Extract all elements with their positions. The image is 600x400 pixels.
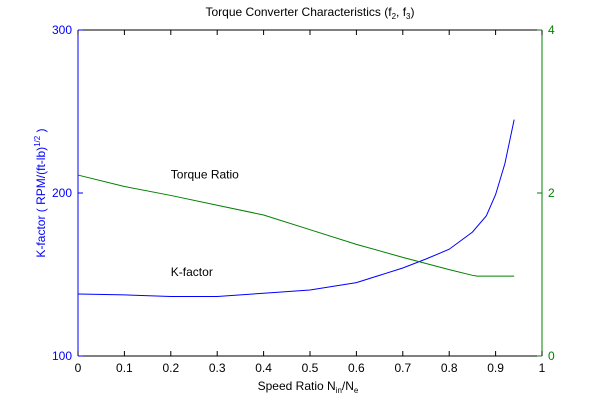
chart-title-end: ) [411,5,415,19]
y-right-tick-label: 2 [548,186,555,200]
y-left-tick-label: 100 [52,349,72,363]
y-axis-label-left-main: K-factor ( RPM/(ft-lb) [34,147,48,258]
annotation-k-factor: K-factor [171,265,213,279]
x-tick-label: 0.4 [255,361,272,375]
right-axis-ticks: 0 2 4 [537,23,555,363]
chart-title-sub1: 2 [392,12,397,21]
x-tick-label: 0.2 [162,361,179,375]
y-right-tick-label: 0 [548,349,555,363]
y-axis-label-left: K-factor ( RPM/(ft-lb)1/2 ) [33,128,48,257]
annotation-torque-ratio: Torque Ratio [171,167,239,181]
y-left-tick-label: 300 [52,23,72,37]
y-axis-label-left-sup: 1/2 [33,135,42,147]
chart-title-main: Torque Converter Characteristics (f [206,5,393,19]
x-axis-label-mid: /N [342,379,354,393]
plot-frame [78,30,542,356]
x-tick-label: 0.9 [487,361,504,375]
y-right-tick-label: 4 [548,23,555,37]
chart-title-mid: , f [396,5,407,19]
chart-title: Torque Converter Characteristics (f2, f3… [206,5,415,21]
x-axis-ticks: 0 0.1 0.2 0.3 0.4 0.5 0.6 0.7 0.8 0.9 1 [75,30,546,375]
x-tick-label: 1 [539,361,546,375]
x-axis-label-main: Speed Ratio N [258,379,336,393]
x-tick-label: 0.5 [302,361,319,375]
x-tick-label: 0.3 [209,361,226,375]
y-left-tick-label: 200 [52,186,72,200]
x-tick-label: 0.1 [116,361,133,375]
x-axis-label-sub1: in [336,386,342,395]
left-axis-ticks: 100 200 300 [52,23,83,363]
y-axis-label-left-end: ) [34,128,48,135]
x-tick-label: 0.6 [348,361,365,375]
x-axis-label-sub2: e [354,386,359,395]
series-line-torque-ratio [77,174,515,277]
x-axis-label: Speed Ratio Nin/Ne [258,379,359,395]
x-tick-label: 0.8 [441,361,458,375]
x-tick-label: 0.7 [394,361,411,375]
chart-title-sub2: 3 [406,12,411,21]
series-line-k-factor [77,119,515,297]
x-tick-label: 0 [75,361,82,375]
